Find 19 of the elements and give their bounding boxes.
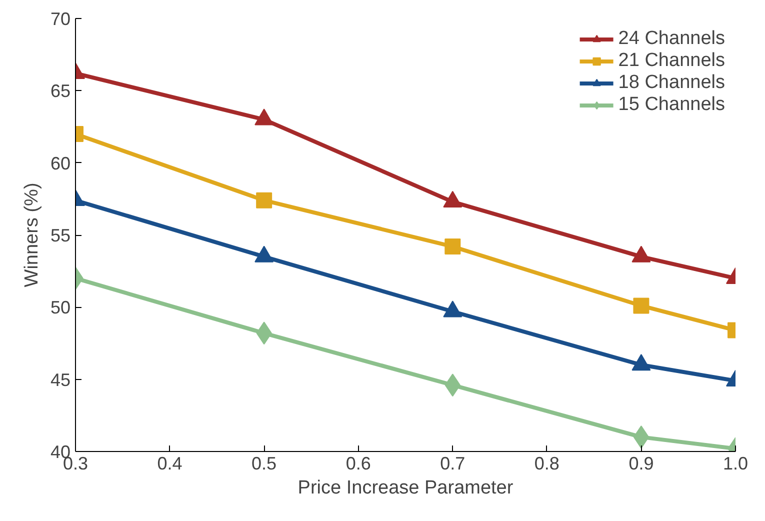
legend-label: 15 Channels — [618, 94, 725, 116]
y-tick-label: 60 — [50, 153, 71, 174]
x-tick-label: 0.5 — [252, 454, 277, 474]
y-tick-label: 65 — [50, 81, 71, 102]
legend-label: 24 Channels — [618, 28, 725, 50]
y-tick-label: 50 — [50, 298, 71, 318]
y-axis-title: Winners (%) — [21, 182, 42, 288]
x-tick-label: 0.6 — [346, 454, 371, 474]
x-tick-label: 0.4 — [157, 454, 182, 474]
y-tick-label: 45 — [50, 370, 71, 390]
y-tick-label: 70 — [50, 9, 71, 29]
legend-label: 21 Channels — [618, 50, 725, 72]
x-tick-label: 1.0 — [722, 454, 748, 474]
legend-label: 18 Channels — [618, 72, 725, 94]
y-tick-label: 55 — [50, 226, 71, 246]
x-axis-title: Price Increase Parameter — [298, 478, 514, 498]
x-tick-label: 0.8 — [534, 454, 560, 474]
x-tick-label: 0.9 — [628, 454, 654, 474]
x-tick-label: 0.7 — [440, 454, 466, 474]
